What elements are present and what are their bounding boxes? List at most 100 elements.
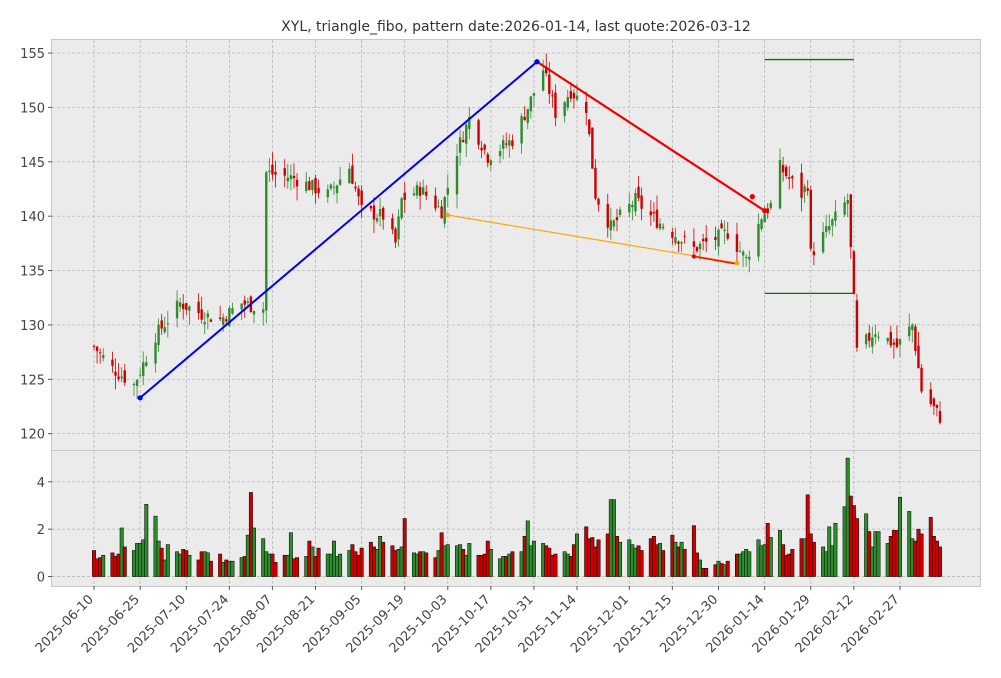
volume-bar: [919, 533, 924, 577]
candle-body: [791, 176, 794, 179]
candle-body: [102, 355, 105, 359]
candle-body: [142, 362, 145, 377]
candle-body: [311, 180, 314, 190]
candle-body: [403, 192, 406, 200]
fibo-red-point: [691, 254, 697, 259]
candle-body: [935, 404, 939, 408]
candle-body: [271, 164, 274, 175]
volume-bar: [790, 549, 795, 577]
volume-tick-label: 2: [37, 523, 45, 538]
candle-body: [834, 211, 837, 221]
candle-body: [138, 374, 142, 376]
volume-tick-label: 0: [37, 571, 45, 586]
candle-body: [240, 303, 243, 310]
candle-body: [351, 165, 354, 184]
candle-body: [425, 191, 428, 196]
candle-body: [680, 242, 683, 244]
candle-body: [440, 206, 443, 219]
volume-bar: [618, 541, 623, 577]
candle-body: [726, 233, 729, 239]
volume-bar: [811, 541, 816, 577]
candle-body: [305, 181, 308, 191]
volume-bar: [531, 540, 536, 577]
fibo-orange-point: [445, 212, 451, 218]
candle-body: [704, 237, 708, 242]
candle-body: [157, 324, 160, 345]
candle-body: [369, 205, 373, 209]
candle-body: [526, 108, 529, 123]
candle-body: [477, 120, 480, 145]
candle-body: [744, 257, 748, 259]
candle-body: [852, 251, 856, 295]
triangle-red-line: [536, 60, 766, 212]
candle-body: [698, 243, 702, 250]
volume-bar: [639, 550, 644, 577]
candle-body: [831, 219, 834, 226]
candle-body: [455, 155, 459, 195]
price-tick-label: 120: [20, 428, 45, 443]
candle-body: [938, 410, 942, 423]
candle-body: [637, 186, 640, 199]
candle-body: [606, 203, 609, 228]
candle-body: [843, 202, 846, 215]
candle-body: [209, 319, 213, 322]
chart-title: XYL, triangle_fibo, pattern date:2026-01…: [281, 19, 751, 35]
candle-body: [738, 251, 742, 252]
candle-body: [652, 212, 656, 214]
candle-body: [354, 186, 357, 189]
candle-body: [877, 336, 880, 338]
candle-body: [588, 119, 591, 135]
candle-body: [575, 95, 579, 100]
triangle-blue-point: [137, 395, 143, 401]
volume-tick-label: 4: [37, 476, 45, 491]
price-tick-label: 145: [20, 156, 45, 171]
volume-bar: [424, 552, 429, 577]
volume-bar: [747, 551, 752, 577]
fibo-orange-line: [447, 214, 738, 264]
pattern-overlays: [137, 58, 854, 401]
candle-body: [889, 331, 892, 346]
candle-body: [468, 116, 471, 130]
candle-body: [338, 179, 342, 185]
candle-body: [262, 309, 265, 313]
candle-body: [314, 177, 317, 194]
volume-bar: [725, 560, 730, 577]
candle-body: [231, 308, 234, 314]
candle-body: [695, 247, 699, 252]
candle-body: [163, 327, 166, 333]
candle-body: [120, 376, 123, 379]
candle-body: [289, 175, 293, 180]
candle-body: [781, 165, 785, 173]
candle-body: [160, 320, 163, 329]
candle-body: [532, 93, 536, 96]
candle-body: [295, 179, 299, 187]
candle-body: [145, 362, 148, 366]
candle-body: [498, 151, 502, 157]
candle-body: [914, 326, 917, 351]
candle-body: [778, 160, 782, 209]
volume-bar: [768, 537, 773, 577]
candle-body: [200, 309, 203, 320]
price-tick-label: 135: [20, 265, 45, 280]
candle-body: [529, 96, 533, 112]
candle-body: [784, 166, 788, 177]
candle-body: [222, 317, 225, 325]
candle-body: [508, 140, 511, 146]
candle-body: [892, 342, 896, 345]
candle-body: [283, 168, 286, 176]
candle-body: [572, 92, 576, 99]
candle-body: [292, 175, 296, 179]
candle-body: [634, 193, 637, 212]
candle-body: [597, 198, 600, 205]
candle-body: [658, 223, 662, 229]
volume-bar: [467, 543, 472, 577]
volume-bar: [187, 554, 192, 577]
candle-body: [178, 302, 182, 307]
candle-body: [671, 231, 674, 238]
candle-body: [117, 376, 120, 379]
candle-body: [631, 204, 634, 208]
candle-body: [265, 172, 268, 311]
candle-body: [701, 238, 705, 242]
candle-body: [218, 317, 222, 319]
triangle-red-point: [762, 208, 768, 214]
